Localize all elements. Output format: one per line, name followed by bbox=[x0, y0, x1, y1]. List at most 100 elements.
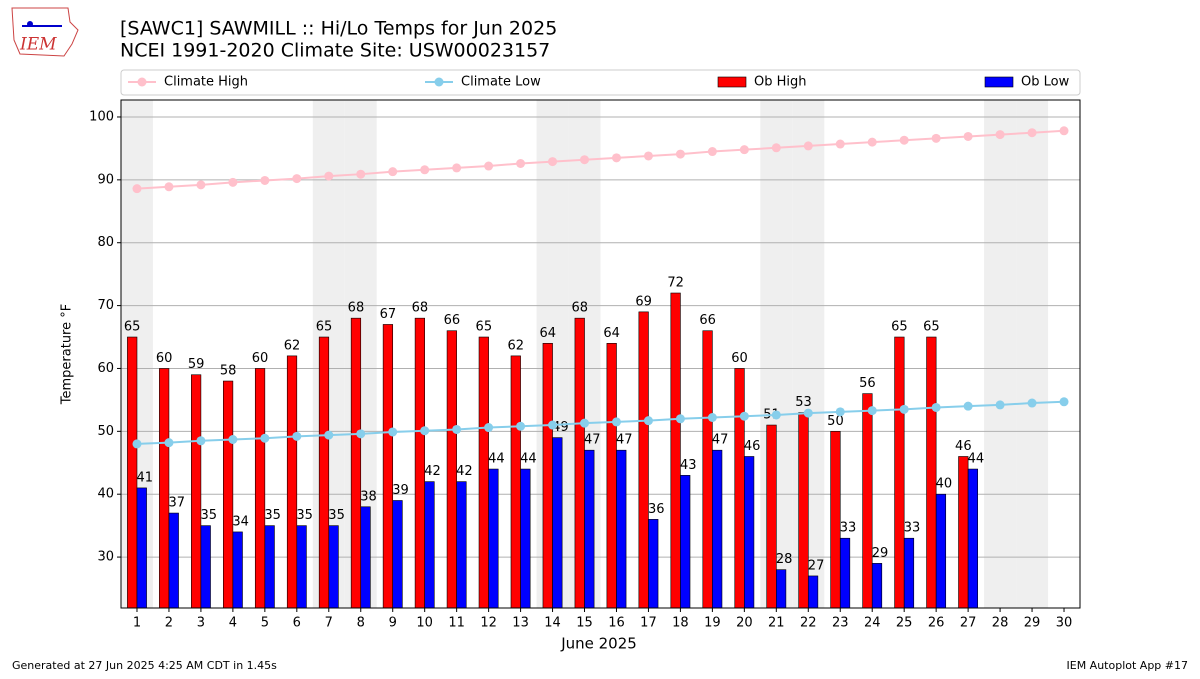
x-tick-label: 27 bbox=[960, 616, 977, 631]
marker bbox=[548, 157, 558, 167]
bar bbox=[670, 292, 681, 609]
marker bbox=[164, 438, 174, 448]
x-tick-label: 29 bbox=[1024, 616, 1041, 631]
x-tick-label: 20 bbox=[736, 616, 753, 631]
marker bbox=[739, 145, 749, 155]
marker bbox=[931, 133, 941, 143]
bar bbox=[903, 537, 915, 609]
data-label: 35 bbox=[296, 508, 313, 523]
marker bbox=[260, 433, 270, 443]
x-tick-label: 18 bbox=[672, 616, 689, 631]
marker bbox=[292, 174, 302, 184]
y-tick-label: 60 bbox=[97, 361, 114, 376]
data-label: 44 bbox=[520, 452, 537, 467]
data-label: 60 bbox=[731, 351, 748, 366]
marker bbox=[228, 435, 238, 445]
marker bbox=[835, 139, 845, 149]
bar bbox=[616, 449, 627, 609]
marker bbox=[771, 143, 781, 153]
bar bbox=[318, 336, 330, 609]
bar bbox=[839, 537, 851, 609]
bar bbox=[766, 424, 777, 609]
data-label: 65 bbox=[124, 320, 141, 335]
legend-swatch bbox=[717, 76, 747, 88]
bar bbox=[862, 393, 873, 609]
marker bbox=[484, 161, 494, 171]
x-tick-label: 8 bbox=[357, 616, 365, 631]
marker bbox=[611, 417, 621, 427]
marker bbox=[995, 130, 1005, 140]
bar bbox=[488, 468, 499, 609]
bar bbox=[638, 311, 649, 609]
marker bbox=[196, 436, 206, 446]
marker bbox=[1027, 398, 1037, 408]
marker bbox=[1059, 397, 1069, 407]
y-tick-label: 80 bbox=[97, 235, 114, 250]
bar bbox=[191, 374, 202, 609]
x-tick-label: 14 bbox=[544, 616, 561, 631]
data-label: 60 bbox=[156, 351, 173, 366]
bar bbox=[542, 343, 553, 609]
bar bbox=[414, 317, 425, 609]
plot-frame bbox=[120, 99, 1081, 609]
marker bbox=[643, 416, 653, 426]
marker bbox=[771, 410, 781, 420]
line bbox=[136, 129, 1065, 190]
bar bbox=[286, 355, 298, 609]
marker bbox=[675, 414, 685, 424]
x-tick-label: 13 bbox=[512, 616, 529, 631]
x-tick-label: 26 bbox=[928, 616, 945, 631]
data-label: 62 bbox=[508, 338, 525, 353]
data-label: 41 bbox=[137, 470, 154, 485]
marker bbox=[484, 423, 494, 433]
bar bbox=[510, 355, 521, 609]
bar bbox=[967, 468, 979, 609]
marker bbox=[803, 408, 813, 418]
data-label: 47 bbox=[712, 433, 729, 448]
marker bbox=[611, 153, 621, 163]
marker bbox=[835, 407, 845, 417]
weekend-band bbox=[1016, 100, 1049, 608]
data-label: 46 bbox=[744, 439, 761, 454]
data-label: 65 bbox=[316, 320, 333, 335]
x-tick-label: 21 bbox=[768, 616, 785, 631]
x-tick-label: 5 bbox=[261, 616, 269, 631]
y-axis-label: Temperature °F bbox=[60, 304, 75, 405]
marker bbox=[196, 180, 206, 190]
data-label: 44 bbox=[488, 452, 505, 467]
bar bbox=[734, 368, 745, 609]
bar bbox=[159, 368, 170, 609]
bar bbox=[424, 481, 435, 609]
marker bbox=[899, 135, 909, 145]
x-tick-label: 24 bbox=[864, 616, 881, 631]
bar bbox=[264, 525, 275, 609]
data-label: 56 bbox=[859, 376, 876, 391]
data-label: 65 bbox=[923, 320, 940, 335]
data-label: 60 bbox=[252, 351, 269, 366]
marker bbox=[867, 137, 877, 147]
marker bbox=[420, 426, 430, 436]
x-tick-label: 12 bbox=[480, 616, 497, 631]
marker bbox=[803, 141, 813, 151]
bar bbox=[478, 336, 489, 609]
marker bbox=[931, 402, 941, 412]
marker bbox=[228, 177, 238, 187]
legend: Climate High Climate Low Ob High Ob Low bbox=[120, 69, 1081, 96]
marker bbox=[580, 155, 590, 165]
data-label: 42 bbox=[456, 464, 473, 479]
logo-text: IEM bbox=[19, 35, 57, 55]
legend-label: Climate High bbox=[164, 75, 248, 90]
bar bbox=[776, 569, 787, 609]
bar bbox=[136, 487, 147, 609]
data-label: 35 bbox=[264, 508, 281, 523]
x-tick-label: 11 bbox=[448, 616, 465, 631]
x-tick-label: 19 bbox=[704, 616, 721, 631]
data-label: 68 bbox=[348, 301, 365, 316]
marker bbox=[707, 147, 717, 157]
logo: IEM bbox=[11, 7, 79, 57]
data-label: 33 bbox=[904, 521, 921, 536]
data-label: 50 bbox=[827, 414, 844, 429]
bar bbox=[296, 525, 307, 609]
data-label: 58 bbox=[220, 364, 237, 379]
x-tick-label: 3 bbox=[197, 616, 205, 631]
